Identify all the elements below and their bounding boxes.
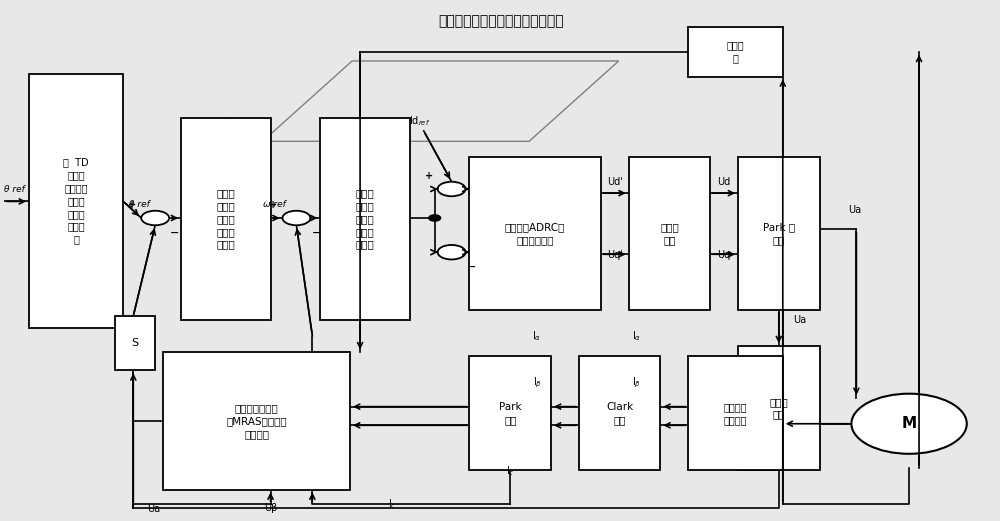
FancyBboxPatch shape xyxy=(320,118,410,320)
Circle shape xyxy=(438,245,466,259)
Text: 滑模变
结构与
字抗扰
结合的
控制器: 滑模变 结构与 字抗扰 结合的 控制器 xyxy=(356,189,374,250)
Circle shape xyxy=(851,394,967,454)
Text: M: M xyxy=(902,416,917,431)
FancyBboxPatch shape xyxy=(688,27,783,77)
Text: Park
变换: Park 变换 xyxy=(499,402,522,425)
Text: I$_c$: I$_c$ xyxy=(506,464,515,478)
FancyBboxPatch shape xyxy=(115,316,155,370)
Text: 光电码
盘: 光电码 盘 xyxy=(727,41,744,64)
Text: 用  TD
安排过
渡过程，
提高控
制器参
数鲁棒
性: 用 TD 安排过 渡过程， 提高控 制器参 数鲁棒 性 xyxy=(63,157,89,244)
Text: I$_β$: I$_β$ xyxy=(533,376,542,390)
Text: θ ref: θ ref xyxy=(129,200,150,209)
FancyBboxPatch shape xyxy=(469,356,551,470)
FancyBboxPatch shape xyxy=(29,74,123,328)
Text: Ua: Ua xyxy=(147,504,160,514)
Text: −: − xyxy=(170,228,179,238)
Text: I$_β$: I$_β$ xyxy=(632,376,641,390)
FancyBboxPatch shape xyxy=(738,157,820,309)
Text: Park 逆
变器: Park 逆 变器 xyxy=(763,222,795,245)
Circle shape xyxy=(283,211,310,225)
Circle shape xyxy=(438,182,466,196)
Text: I$_c$: I$_c$ xyxy=(388,498,396,511)
Text: Ud: Ud xyxy=(717,177,731,187)
Circle shape xyxy=(141,211,169,225)
Text: I$_α$: I$_α$ xyxy=(532,330,542,343)
Text: Ud': Ud' xyxy=(607,177,623,187)
Text: +: + xyxy=(425,171,433,181)
Text: +: + xyxy=(269,200,278,210)
Text: −: − xyxy=(467,262,476,272)
Circle shape xyxy=(429,215,441,221)
FancyBboxPatch shape xyxy=(469,157,601,309)
FancyBboxPatch shape xyxy=(688,356,783,470)
Text: Clark
变换: Clark 变换 xyxy=(606,402,633,425)
Text: Uq': Uq' xyxy=(607,251,623,260)
Text: 过调制
算法: 过调制 算法 xyxy=(769,397,788,419)
Text: ω ref: ω ref xyxy=(263,200,286,209)
FancyBboxPatch shape xyxy=(579,356,660,470)
FancyBboxPatch shape xyxy=(738,346,820,470)
FancyBboxPatch shape xyxy=(163,352,350,490)
Text: 调整控制器中所用的电机模型参数: 调整控制器中所用的电机模型参数 xyxy=(438,15,564,28)
Text: S: S xyxy=(132,338,139,348)
Text: Ua: Ua xyxy=(793,315,806,325)
Text: Uq: Uq xyxy=(717,251,731,260)
FancyBboxPatch shape xyxy=(629,157,710,309)
Text: 自抗饶（ADRC）
电流解耦控制: 自抗饶（ADRC） 电流解耦控制 xyxy=(505,222,565,245)
Text: 滑模变
结构与
字抗扰
结合的
控制器: 滑模变 结构与 字抗扰 结合的 控制器 xyxy=(216,189,235,250)
Text: +: + xyxy=(128,200,136,210)
Text: I$_α$: I$_α$ xyxy=(632,330,641,343)
Text: 电流检测
滤波电路: 电流检测 滤波电路 xyxy=(724,402,747,425)
Text: θ ref: θ ref xyxy=(4,185,24,194)
Text: Ua: Ua xyxy=(848,205,861,215)
FancyBboxPatch shape xyxy=(181,118,271,320)
Text: Id$_{ref}$: Id$_{ref}$ xyxy=(409,114,430,128)
Text: Uβ: Uβ xyxy=(264,503,277,513)
Text: 过调制
算法: 过调制 算法 xyxy=(660,222,679,245)
Text: 模型参考自适应
（MRAS）的可调
电机模型: 模型参考自适应 （MRAS）的可调 电机模型 xyxy=(226,403,287,439)
Text: −: − xyxy=(311,228,321,238)
